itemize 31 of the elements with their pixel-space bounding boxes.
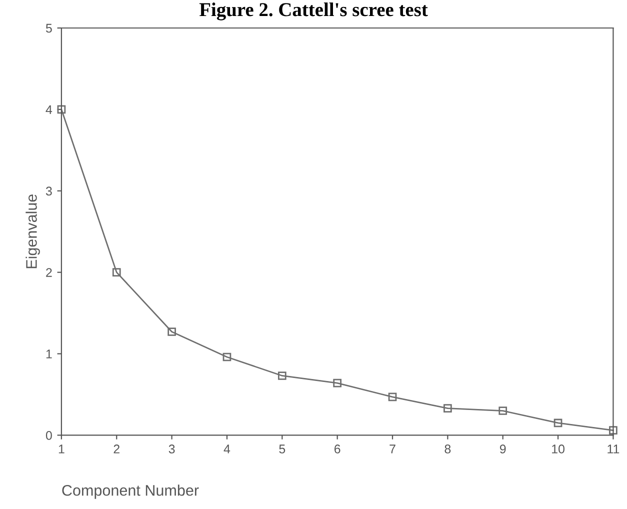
point [554,418,562,428]
y-tick-label: 3 [46,186,52,196]
x-tick-label: 2 [114,444,120,454]
x-tick-label: 8 [444,444,451,454]
point [388,392,397,402]
x-tick-label: 9 [500,444,506,454]
x-tick-label: 7 [390,444,396,454]
point [278,372,286,380]
chart-title: Figure 2. Cattell's scree test [199,2,428,20]
x-tick-label: 10 [552,444,564,454]
point [444,404,452,412]
x-tick-label: 3 [168,444,175,454]
y-tick-label: 2 [46,268,52,277]
x-tick-label: 6 [334,444,340,454]
x-axis-title: Component Number [62,484,199,499]
point [168,328,176,336]
y-tick-label: 1 [46,350,52,358]
point [222,352,232,362]
y-tick-label: 4 [46,105,52,114]
x-tick-label: 11 [608,444,620,454]
point [498,406,508,415]
y-tick-label: 5 [46,24,52,33]
y-axis-title: Eigenvalue [26,194,40,268]
point [112,268,121,276]
point [57,105,66,114]
x-tick-label: 5 [279,444,286,454]
x-tick-label: 4 [224,444,230,454]
point [609,426,618,434]
point [333,378,342,388]
y-tick-label: 0 [46,430,52,440]
x-tick-label: 1 [58,444,64,454]
